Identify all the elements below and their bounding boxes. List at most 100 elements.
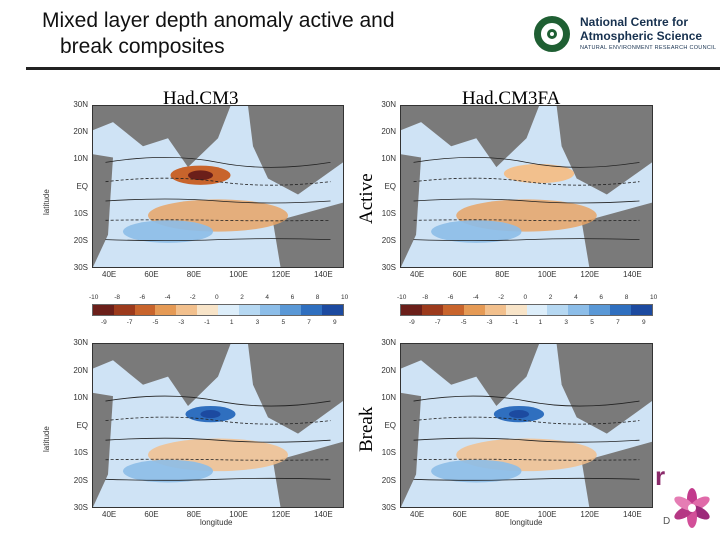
colorbar-top-label: -6	[447, 294, 454, 301]
map-hadcm3-break	[92, 343, 344, 508]
lon-tick-label: 100E	[229, 510, 248, 519]
title-line-1: Mixed layer depth anomaly active and	[42, 9, 395, 32]
contour-line	[413, 156, 640, 168]
contour-line	[105, 395, 331, 407]
map-hadcm3fa-active	[400, 105, 653, 268]
colorbar-swatch	[259, 305, 281, 315]
lon-tick-label: 60E	[144, 270, 159, 279]
colorbar-swatch	[155, 305, 177, 315]
colorbar-top-label: -8	[422, 294, 429, 301]
lon-tick-label: 40E	[410, 270, 425, 279]
colorbar-left	[92, 304, 344, 316]
contour-line	[413, 416, 640, 425]
colorbar-swatch	[301, 305, 323, 315]
land-se-asia	[556, 344, 652, 434]
lon-tick-label: 40E	[102, 270, 117, 279]
lon-tick-label: 120E	[580, 270, 600, 279]
lat-tick-label: 10S	[381, 208, 396, 218]
logo-line-1: National Centre for	[580, 15, 689, 29]
colorbar-top-label: 8	[624, 294, 629, 301]
core-anomaly	[503, 163, 575, 184]
core-anomaly-center	[508, 410, 530, 419]
xlabel-right: longitude	[510, 518, 543, 527]
lon-tick-label: 140E	[623, 510, 642, 519]
contour-line	[413, 437, 640, 443]
colorbar-swatch	[589, 305, 611, 315]
lon-tick-label: 40E	[410, 510, 425, 519]
colorbar-bottom-label: -5	[460, 319, 467, 326]
colorbar-bottom-label: -3	[486, 319, 493, 326]
lat-tick-label: EQ	[384, 181, 396, 191]
land-se-asia	[556, 106, 652, 195]
lon-tick-label: 80E	[495, 270, 510, 279]
colorbar-bottom-label: -1	[204, 319, 210, 326]
colorbar-bottom-label: -7	[434, 319, 441, 326]
colorbar-top-label: 10	[341, 294, 349, 301]
colorbar-bottom-label: 9	[642, 319, 646, 326]
colorbar-swatch	[484, 305, 506, 315]
colorbar-bottom-label: 3	[255, 319, 260, 326]
colorbar-top-label: -4	[164, 294, 171, 301]
colorbar-bottom-label: -7	[126, 319, 133, 326]
lat-tick-label: 20N	[73, 365, 88, 375]
lat-tick-label: 30N	[73, 338, 88, 347]
lon-tick-label: 140E	[623, 270, 642, 279]
core-anomaly-center	[188, 170, 213, 181]
colorbar-swatch	[280, 305, 302, 315]
lon-tick-label: 100E	[229, 270, 248, 279]
colorbar-swatch	[113, 305, 135, 315]
lat-tick-label: 30N	[381, 100, 396, 109]
colorbar-bottom-label: 7	[307, 319, 311, 326]
colorbar-top-label: 10	[650, 294, 658, 301]
land-asia-africa	[401, 106, 540, 168]
lat-tick-label: 10N	[381, 154, 396, 164]
colorbar-bottom-label: -9	[409, 319, 415, 326]
colorbar-top-label: 2	[548, 294, 553, 301]
lon-tick-label: 140E	[314, 270, 333, 279]
lat-tick-label: 10N	[73, 393, 88, 402]
land-asia-africa	[401, 344, 540, 406]
land-australia	[581, 441, 652, 507]
contour-line	[413, 477, 640, 481]
lon-tick-label: 40E	[102, 510, 117, 519]
contour-line	[105, 458, 331, 461]
lat-tick-label: 30S	[73, 503, 88, 512]
colorbar-top-label: -10	[397, 294, 407, 301]
page-title: Mixed layer depth anomaly active and bre…	[42, 8, 395, 60]
contour-line	[413, 395, 640, 407]
colorbar-right	[400, 304, 653, 316]
land-australia	[273, 441, 343, 507]
contour-line	[105, 219, 331, 222]
colorbar-top-label: -6	[139, 294, 146, 301]
colorbar-swatch	[547, 305, 569, 315]
colorbar-bottom-label: 7	[616, 319, 620, 326]
contour-line	[413, 458, 640, 461]
lon-tick-label: 100E	[537, 510, 557, 519]
lon-tick-label: 60E	[144, 510, 159, 519]
map-hadcm3fa-break	[400, 343, 653, 508]
colorbar-swatch	[442, 305, 464, 315]
colorbar-bottom-label: 1	[538, 319, 543, 326]
colorbar-swatch	[631, 305, 653, 315]
colorbar-bottom-label: -5	[152, 319, 159, 326]
contour-line	[105, 198, 331, 204]
lat-tick-label: 30S	[381, 503, 396, 512]
colorbar-swatch	[197, 305, 218, 315]
colorbar-bottom-label: -3	[178, 319, 185, 326]
lon-tick-label: 60E	[452, 510, 467, 519]
colorbar-top-label: 0	[523, 294, 528, 301]
ncas-logo: National Centre for Atmospheric Science …	[530, 12, 720, 54]
land-asia-africa	[93, 344, 231, 406]
land-australia	[273, 202, 343, 267]
land-asia-africa	[93, 106, 231, 168]
colorbar-top-label: 2	[240, 294, 244, 301]
contour-line	[413, 238, 640, 242]
contour-line	[105, 177, 331, 186]
map-field-graphic	[93, 106, 343, 267]
lat-tick-label: 10S	[73, 208, 88, 218]
lat-tick-label: 20S	[73, 235, 88, 245]
contour-line	[105, 416, 331, 425]
colorbar-top-label: 8	[315, 294, 320, 301]
lat-tick-label: 20N	[381, 365, 396, 375]
land-se-asia	[248, 106, 343, 195]
